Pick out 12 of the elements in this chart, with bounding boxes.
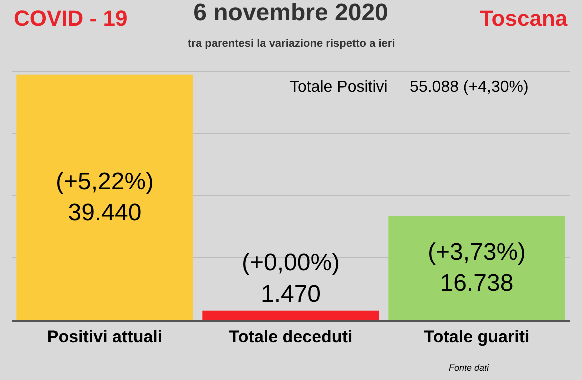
- x-tick-label: Totale deceduti: [229, 327, 353, 346]
- data-label: (+3,73%) 16.738: [428, 238, 526, 298]
- x-tick-label: Totale guariti: [424, 327, 530, 346]
- annotation: Totale Positivi 55.088 (+4,30%): [290, 79, 529, 96]
- data-label: (+5,22%) 39.440: [56, 168, 154, 227]
- chart-title: 6 novembre 2020: [194, 0, 388, 27]
- data-label: (+0,00%) 1.470: [242, 250, 340, 308]
- source-note: Fonte dati: [449, 363, 490, 373]
- x-tick-label: Positivi attuali: [47, 327, 163, 346]
- text: Toscana: [480, 6, 568, 31]
- text: COVID - 19: [14, 6, 128, 31]
- chart-subtitle: tra parentesi la variazione rispetto a ieri: [188, 38, 396, 50]
